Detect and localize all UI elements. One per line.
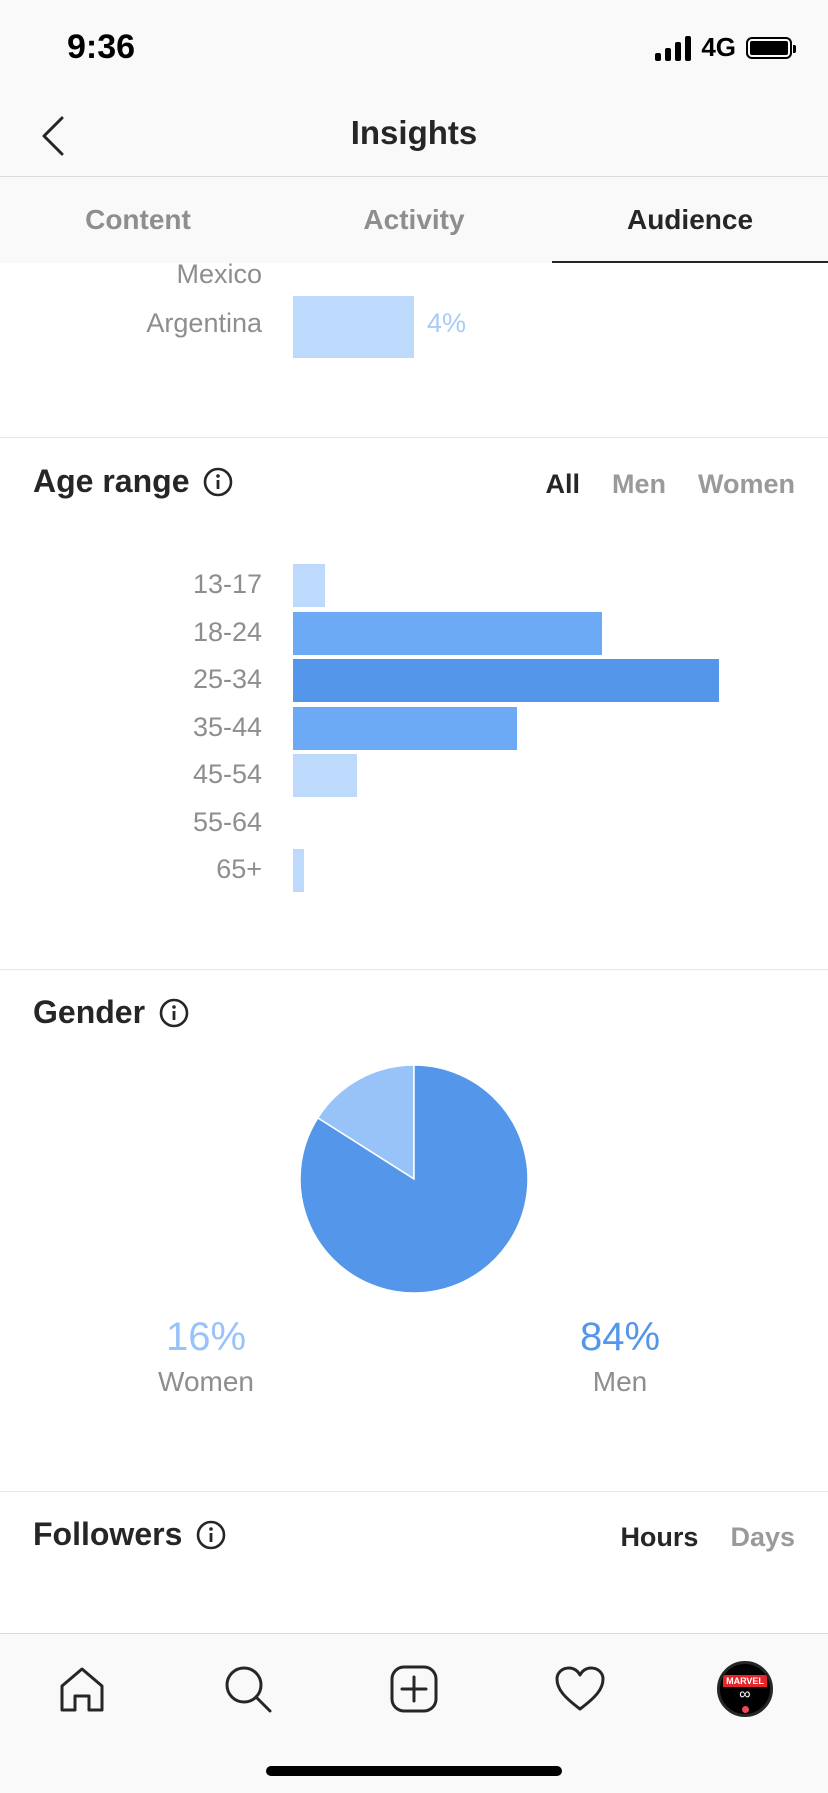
back-button[interactable]	[28, 106, 78, 166]
age-label: 55-64	[192, 806, 262, 837]
search-tab[interactable]	[213, 1654, 283, 1724]
filter-hours[interactable]: Hours	[620, 1522, 699, 1552]
heart-icon	[555, 1666, 605, 1711]
filter-women[interactable]: Women	[697, 469, 795, 499]
age-range-title-text: Age range	[33, 463, 190, 499]
status-time: 9:36	[67, 28, 136, 66]
notification-dot	[742, 1706, 749, 1713]
men-percent: 84%	[579, 1315, 661, 1359]
age-label: 25-34	[192, 664, 262, 694]
age-bar	[293, 564, 325, 607]
men-label: Men	[592, 1366, 648, 1397]
section-divider	[0, 437, 828, 438]
location-bar	[293, 296, 414, 358]
info-icon[interactable]	[203, 467, 233, 497]
audience-content[interactable]: Mexico 5% Argentina 4% Age range All Men…	[0, 263, 828, 1633]
women-label: Women	[158, 1366, 254, 1397]
avatar: MARVEL ∞	[717, 1661, 773, 1717]
gender-men-stat: 84% Men	[500, 1315, 740, 1398]
age-label: 18-24	[192, 616, 262, 647]
followers-filter: Hours Days	[620, 1522, 795, 1553]
age-bar	[293, 706, 517, 750]
tab-activity[interactable]: Activity	[363, 204, 465, 235]
location-percent: 4%	[427, 308, 467, 338]
age-range-title: Age range	[33, 463, 233, 500]
filter-men[interactable]: Men	[611, 469, 666, 499]
status-indicators: 4G	[655, 32, 796, 63]
signal-icon	[655, 35, 692, 61]
followers-title-text: Followers	[33, 1516, 183, 1552]
info-icon[interactable]	[159, 998, 189, 1028]
filter-all[interactable]: All	[545, 469, 580, 499]
gender-pie-chart	[299, 1064, 529, 1294]
age-bar	[293, 849, 304, 892]
nav-header: Insights	[0, 96, 828, 177]
profile-tab[interactable]: MARVEL ∞	[710, 1654, 780, 1724]
age-label: 13-17	[192, 569, 262, 599]
search-icon	[225, 1666, 272, 1713]
chevron-left-icon	[42, 116, 64, 156]
insights-tabs: Content Activity Audience	[0, 177, 828, 263]
activity-tab[interactable]	[545, 1654, 615, 1724]
home-icon	[60, 1667, 104, 1712]
add-post-icon	[390, 1665, 438, 1713]
age-label: 65+	[216, 854, 262, 884]
gender-women-stat: 16% Women	[86, 1315, 326, 1398]
age-bar	[293, 659, 719, 702]
section-divider	[0, 1491, 828, 1492]
page-title: Insights	[350, 114, 478, 151]
age-label: 35-44	[192, 711, 262, 742]
network-type: 4G	[701, 32, 736, 62]
age-range-filter: All Men Women	[545, 469, 795, 500]
home-tab[interactable]	[47, 1654, 117, 1724]
create-tab[interactable]	[379, 1654, 449, 1724]
age-label: 45-54	[192, 759, 262, 789]
location-label: Mexico	[176, 263, 262, 289]
home-indicator	[266, 1766, 562, 1776]
women-percent: 16%	[165, 1315, 247, 1359]
age-bar	[293, 611, 602, 655]
filter-days[interactable]: Days	[730, 1522, 795, 1552]
location-label: Argentina	[146, 308, 262, 338]
info-icon[interactable]	[196, 1520, 226, 1550]
battery-icon	[746, 36, 796, 59]
gender-title: Gender	[33, 994, 189, 1031]
tab-content[interactable]: Content	[85, 204, 191, 235]
pie-slice-women	[316, 1064, 415, 1181]
pie-slice-men	[299, 1064, 529, 1294]
section-divider	[0, 969, 828, 970]
status-bar: 9:36 4G	[0, 0, 828, 96]
gender-title-text: Gender	[33, 994, 146, 1030]
tab-audience[interactable]: Audience	[552, 177, 828, 263]
age-bar	[293, 754, 357, 797]
followers-title: Followers	[33, 1516, 226, 1553]
